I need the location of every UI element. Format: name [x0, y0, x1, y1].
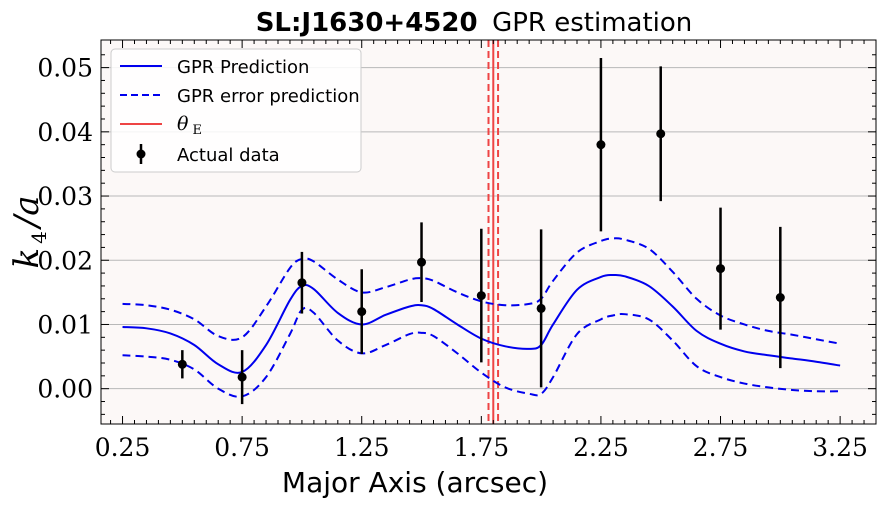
data-point-0 [177, 359, 187, 369]
y-tick-label-2: 0.02 [37, 246, 93, 275]
legend-label-theta-sub: E [192, 123, 202, 138]
legend: GPR Prediction GPR error prediction θ E … [110, 48, 362, 173]
legend-label-theta: θ E [177, 113, 202, 138]
y-axis-label-sub: 4 [27, 231, 51, 244]
legend-label-error: GPR error prediction [177, 86, 360, 107]
x-axis-label: Major Axis (arcsec) [282, 466, 548, 499]
theta-e-lines [487, 40, 500, 424]
axis-ticks [101, 40, 876, 424]
data-point-3 [357, 307, 367, 317]
data-point-4 [417, 257, 427, 267]
y-tick-label-1: 0.01 [37, 310, 93, 339]
chart-title-bold: SL:J1630+4520 [256, 8, 478, 38]
x-tick-label-4: 2.25 [573, 433, 629, 462]
y-axis-label: k 4 /a [7, 195, 51, 268]
y-tick-label-3: 0.03 [37, 182, 93, 211]
chart-title: SL:J1630+4520 GPR estimation [256, 8, 693, 38]
legend-swatch-data-marker [136, 149, 146, 159]
y-tick-label-4: 0.04 [37, 118, 93, 147]
y-tick-label-0: 0.00 [37, 375, 93, 404]
y-tick-label-5: 0.05 [37, 54, 93, 83]
x-tick-label-1: 0.75 [214, 433, 270, 462]
data-point-8 [656, 129, 666, 139]
data-point-9 [716, 264, 726, 274]
y-axis-label-main: k [7, 248, 47, 269]
data-point-5 [476, 291, 486, 301]
x-tick-label-5: 2.75 [693, 433, 749, 462]
gpr-error-lower-line [122, 306, 841, 398]
legend-label-data: Actual data [177, 145, 280, 166]
y-tick-labels: 0.00 0.01 0.02 0.03 0.04 0.05 [37, 54, 93, 404]
legend-label-prediction: GPR Prediction [177, 57, 309, 78]
data-point-2 [297, 278, 307, 288]
chart-title-rest: GPR estimation [492, 8, 692, 38]
x-tick-label-6: 3.25 [812, 433, 868, 462]
legend-label-theta-main: θ [177, 113, 189, 135]
data-point-1 [237, 372, 247, 382]
x-tick-labels: 0.25 0.75 1.25 1.75 2.25 2.75 3.25 [95, 433, 868, 462]
data-point-6 [536, 303, 546, 313]
x-tick-label-2: 1.25 [334, 433, 390, 462]
data-point-10 [775, 292, 785, 302]
y-axis-label-rest: /a [7, 195, 47, 230]
legend-box [110, 48, 362, 173]
x-tick-label-3: 1.75 [453, 433, 509, 462]
plot-frame [100, 39, 877, 425]
x-tick-label-0: 0.25 [95, 433, 151, 462]
data-points [177, 57, 785, 405]
data-point-7 [596, 140, 606, 150]
